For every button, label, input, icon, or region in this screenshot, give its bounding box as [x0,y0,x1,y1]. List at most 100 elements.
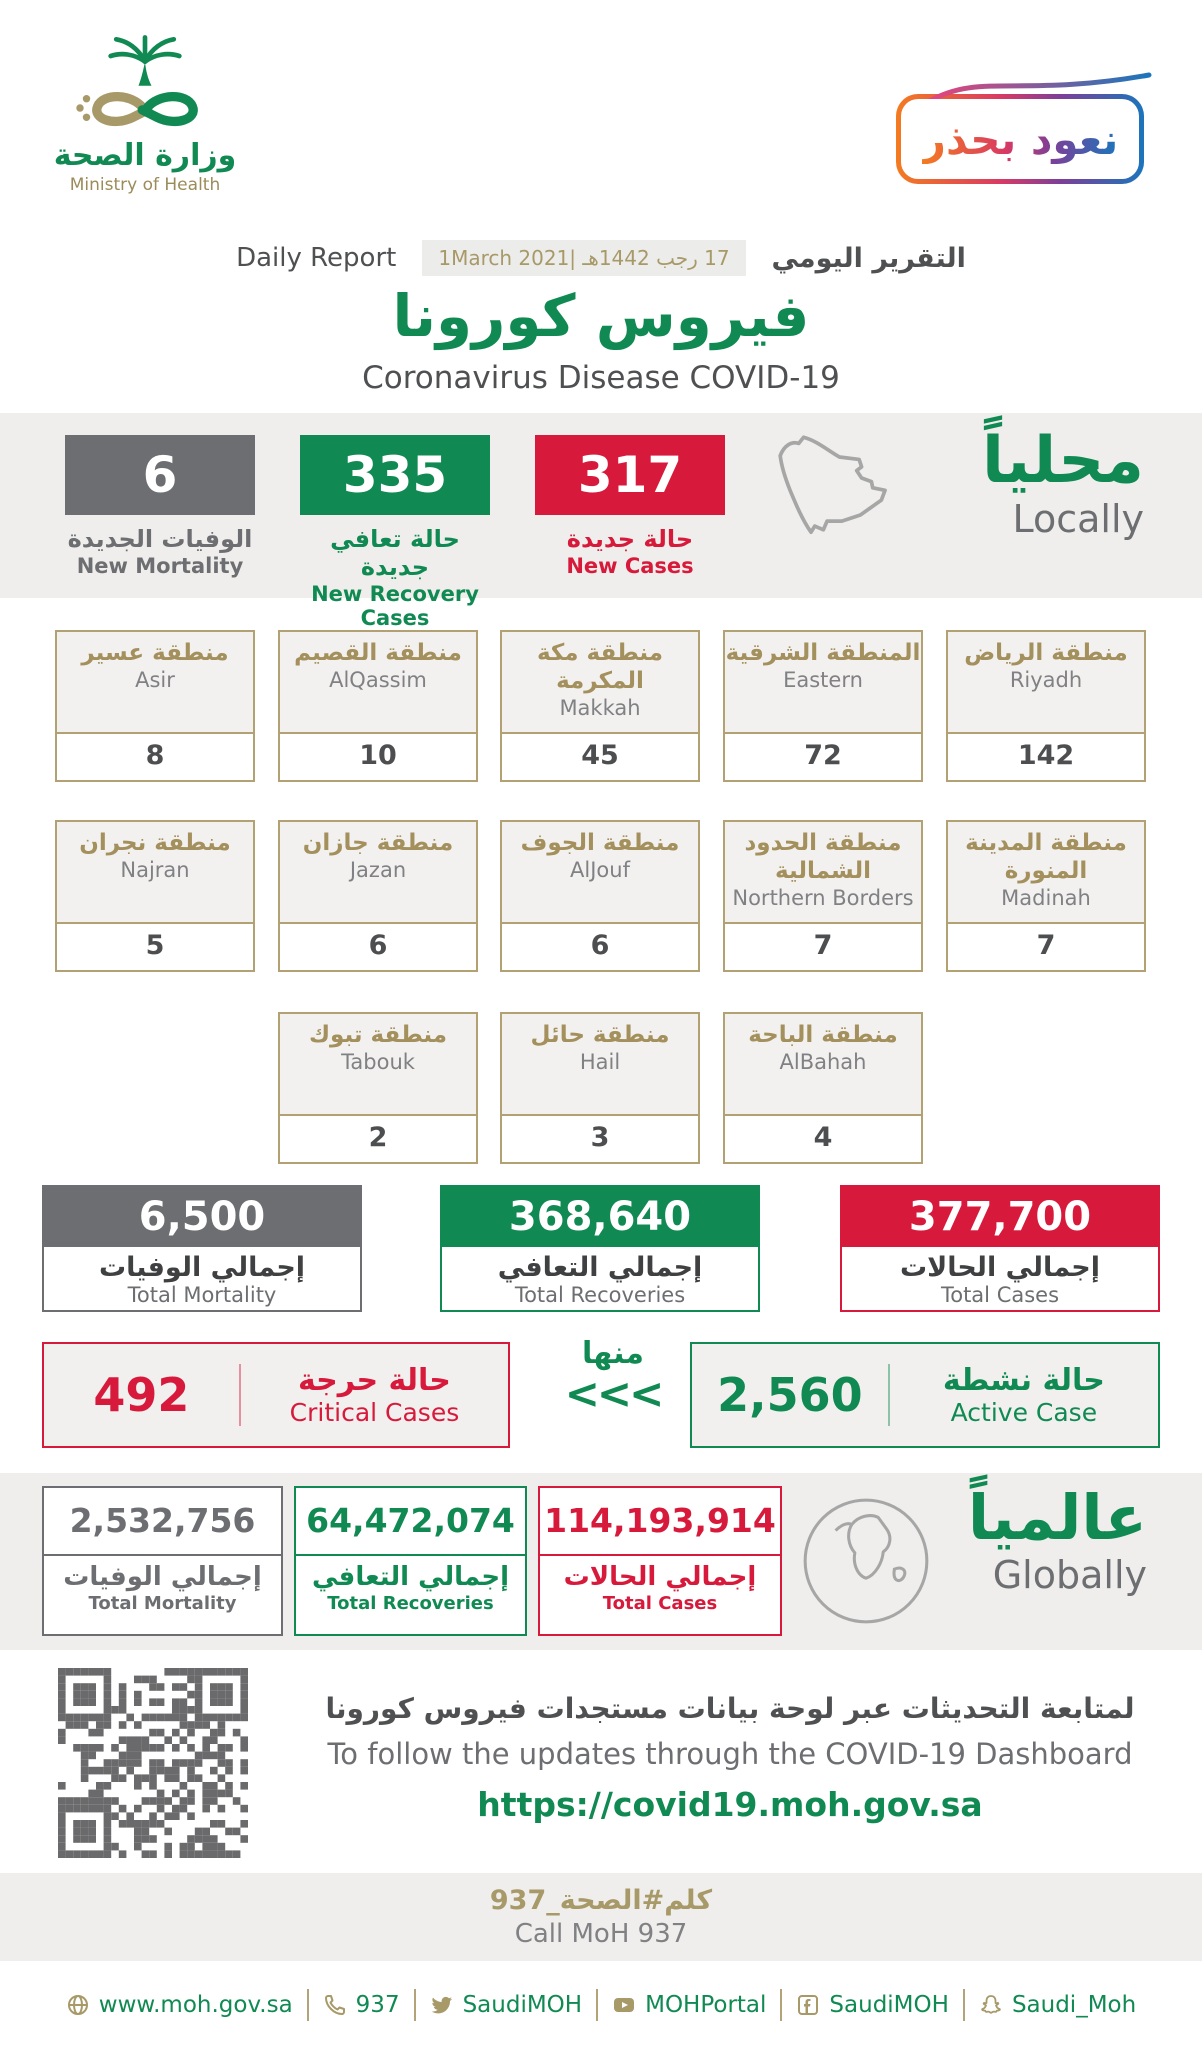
footer-item-text: www.moh.gov.sa [98,1991,293,2018]
footer-separator [306,1988,309,2021]
region-name-en: Northern Borders [732,886,914,911]
region-card: منطقة نجران Najran 5 [55,820,255,972]
new-cases-label-ar: حالة جديدة [566,525,694,553]
region-name-en: AlBahah [779,1050,867,1075]
new-cases-stat: 317 حالة جديدة New Cases [535,435,725,578]
footer-item-text: SaudiMOH [829,1991,949,2018]
locally-stats: 6 الوفيات الجديدة New Mortality 335 حالة تعا… [0,413,1202,630]
footer-item-globe[interactable]: www.moh.gov.sa [52,1992,307,2018]
global-recoveries-label-en: Total Recoveries [327,1593,494,1614]
global-recoveries-label-ar: إجمالي التعافي [311,1562,510,1592]
region-name-en: Tabouk [341,1050,415,1075]
global-mortality-label-ar: إجمالي الوفيات [63,1562,262,1592]
of-which-label-ar: منها [582,1336,644,1371]
daily-report-label-en: Daily Report [236,243,397,273]
footer-item-facebook[interactable]: SaudiMOH [782,1992,963,2018]
footer-item-snapchat[interactable]: Saudi_Moh [965,1992,1150,2018]
globally-heading-ar: عالمياً [967,1481,1147,1554]
region-new-cases-value: 6 [368,930,388,961]
footer-separator [413,1988,416,2021]
new-recovery-label-en: New Recovery Cases [311,582,479,630]
global-mortality-label-en: Total Mortality [88,1593,237,1614]
locally-heading: محلياً Locally [982,429,1144,541]
moh-logo-icon [76,35,198,126]
region-card-header: منطقة الباحة AlBahah [725,1014,921,1116]
region-new-cases-value: 2 [368,1122,388,1153]
total-recoveries-header: 368,640 [442,1187,758,1247]
dashboard-url-link[interactable]: https://covid19.moh.gov.sa [477,1785,983,1824]
page-title-ar: فيروس كورونا [392,282,810,350]
region-new-cases-value: 10 [359,740,397,771]
locally-heading-en: Locally [1012,497,1144,541]
moh-logo: وزارة الصحة Ministry of Health [40,30,250,195]
footer-social-bar: www.moh.gov.sa 937 SaudiMOH MOHPortal SaudiM… [0,1961,1202,2048]
region-new-cases-value: 142 [1017,740,1075,771]
region-name-en: Madinah [1001,886,1091,911]
region-card-header: منطقة تبوك Tabouk [280,1014,476,1116]
region-new-cases-value: 3 [590,1122,610,1153]
region-card: منطقة القصيم AlQassim 10 [278,630,478,782]
locally-heading-ar: محلياً [981,424,1144,498]
region-name-en: Jazan [349,858,407,883]
of-which-indicator: منها <<< [523,1336,703,1415]
critical-cases-labels: حالة حرجة Critical Cases [241,1363,508,1427]
footer-item-phone[interactable]: 937 [309,1992,414,2018]
total-cases-box: 377,700 إجمالي الحالات Total Cases [840,1185,1160,1312]
region-name-en: Riyadh [1009,668,1083,693]
footer-item-youtube[interactable]: MOHPortal [598,1992,780,2018]
region-card: منطقة الرياض Riyadh 142 [946,630,1146,782]
total-cases-value: 377,700 [908,1194,1092,1240]
locally-section: 6 الوفيات الجديدة New Mortality 335 حالة تعا… [0,413,1202,630]
moh-logo-title-ar: وزارة الصحة [53,138,237,173]
badge-inner: نعود بحذر [901,99,1139,179]
region-card-header: منطقة جازان Jazan [280,822,476,924]
moh-logo-title-en: Ministry of Health [69,175,221,195]
globe-icon [66,1993,90,2017]
region-name-ar: منطقة تبوك [308,1022,448,1048]
new-recovery-box: 335 [300,435,490,515]
new-cases-label-en: New Cases [566,554,694,578]
divider [296,1554,525,1556]
badge-text: نعود بحذر [921,114,1119,164]
total-mortality-header: 6,500 [44,1187,360,1247]
global-recoveries-box: 64,472,074 إجمالي التعافي Total Recoveries [294,1486,527,1636]
region-name-en: Hail [579,1050,621,1075]
critical-cases-label-en: Critical Cases [289,1398,460,1427]
new-mortality-label-en: New Mortality [76,554,244,578]
twitter-icon [430,1993,454,2017]
region-new-cases-value: 7 [1036,930,1056,961]
return-with-caution-badge: نعود بحذر [896,72,1152,184]
snapchat-icon [979,1993,1003,2017]
region-name-ar: منطقة جازان [302,830,454,856]
footer-item-text: 937 [355,1991,400,2018]
saudi-arabia-map-icon [778,435,887,535]
region-card-header: منطقة مكة المكرمة Makkah [502,632,698,734]
active-cases-label-ar: حالة نشطة [942,1363,1105,1398]
region-card: منطقة جازان Jazan 6 [278,820,478,972]
total-mortality-label-ar: إجمالي الوفيات [98,1252,306,1283]
total-cases-label-ar: إجمالي الحالات [899,1252,1101,1283]
footer-item-twitter[interactable]: SaudiMOH [416,1992,597,2018]
region-name-ar: منطقة عسير [81,640,229,666]
call-moh-ar: كلم#الصحة_937 [489,1885,713,1916]
new-recovery-value: 335 [342,446,448,504]
daily-report-label-ar: التقرير اليومي [771,242,966,274]
region-new-cases-value: 5 [145,930,165,961]
report-title-row: Daily Report 17 رجب 1442هـ |1March 2021 … [0,240,1202,276]
divider [238,1364,241,1426]
footer-separator [596,1988,599,2021]
total-recoveries-label-en: Total Recoveries [514,1283,686,1307]
region-card: منطقة تبوك Tabouk 2 [278,1012,478,1164]
region-new-cases-value: 45 [581,740,619,771]
region-name-ar: منطقة القصيم [294,640,462,666]
globally-heading: عالمياً Globally [967,1481,1147,1598]
page-title-en: Coronavirus Disease COVID-19 [362,360,840,396]
new-mortality-box: 6 [65,435,255,515]
region-card-header: منطقة الحدود الشمالية Northern Borders [725,822,921,924]
badge-swoosh-icon [925,72,1152,105]
region-card-header: منطقة عسير Asir [57,632,253,734]
region-name-ar: منطقة نجران [79,830,231,856]
region-name-ar: منطقة الباحة [748,1022,898,1048]
region-card: منطقة الباحة AlBahah 4 [723,1012,923,1164]
breakdown-row: 492 حالة حرجة Critical Cases منها <<< 2,… [0,1336,1202,1448]
